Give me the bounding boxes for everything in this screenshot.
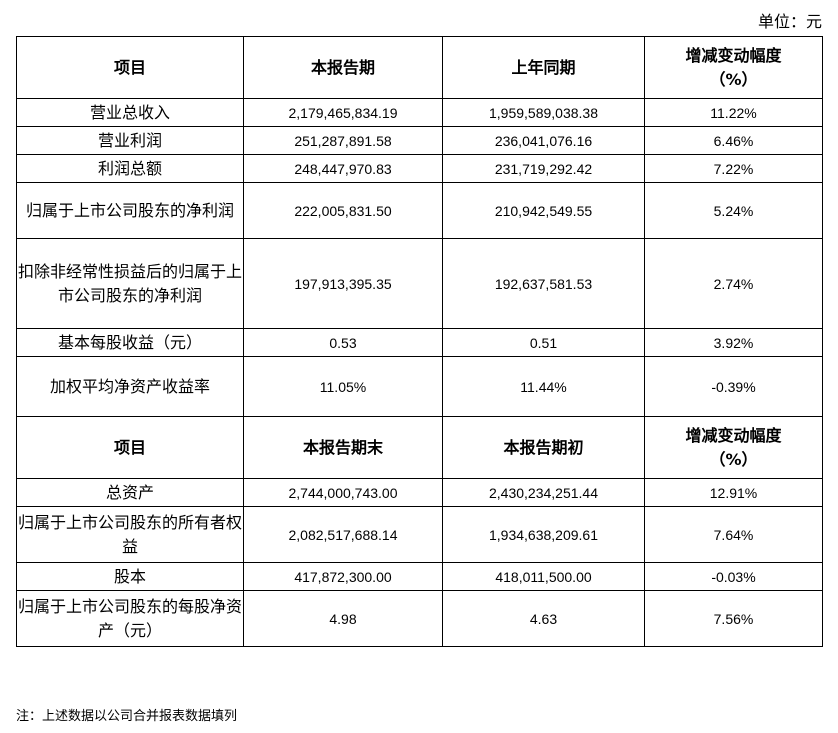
row-label: 利润总额: [16, 154, 244, 183]
change-value: 7.56%: [644, 590, 823, 647]
row-label: 营业利润: [16, 126, 244, 155]
row-label: 股本: [16, 562, 244, 591]
current-value: 197,913,395.35: [243, 238, 443, 329]
previous-value: 210,942,549.55: [442, 182, 645, 239]
previous-value: 418,011,500.00: [442, 562, 645, 591]
table-row: 归属于上市公司股东的所有者权益 2,082,517,688.14 1,934,6…: [16, 506, 823, 563]
table-row: 基本每股收益（元） 0.53 0.51 3.92%: [16, 328, 823, 357]
table-row: 加权平均净资产收益率 11.05% 11.44% -0.39%: [16, 356, 823, 417]
row-label: 基本每股收益（元）: [16, 328, 244, 357]
header-change-unit: （%）: [709, 69, 758, 89]
change-value: 12.91%: [644, 478, 823, 507]
change-value: 5.24%: [644, 182, 823, 239]
current-value: 222,005,831.50: [243, 182, 443, 239]
current-value: 11.05%: [243, 356, 443, 417]
footnote: 注：上述数据以公司合并报表数据填列: [16, 709, 238, 724]
change-value: 7.64%: [644, 506, 823, 563]
header-item: 项目: [16, 416, 244, 479]
change-value: -0.03%: [644, 562, 823, 591]
table-row: 扣除非经常性损益后的归属于上市公司股东的净利润 197,913,395.35 1…: [16, 238, 823, 329]
row-label: 总资产: [16, 478, 244, 507]
current-value: 2,179,465,834.19: [243, 98, 443, 127]
header-period-end: 本报告期末: [243, 416, 443, 479]
change-value: 6.46%: [644, 126, 823, 155]
current-value: 0.53: [243, 328, 443, 357]
table-header-row: 项目 本报告期 上年同期 增减变动幅度 （%）: [16, 36, 823, 99]
table-row: 归属于上市公司股东的净利润 222,005,831.50 210,942,549…: [16, 182, 823, 239]
financial-table: 项目 本报告期 上年同期 增减变动幅度 （%） 营业总收入 2,179,465,…: [16, 36, 823, 647]
header-item: 项目: [16, 36, 244, 99]
table-row: 归属于上市公司股东的每股净资产（元） 4.98 4.63 7.56%: [16, 590, 823, 647]
unit-label: 单位：元: [757, 12, 822, 31]
header-change-unit: （%）: [709, 449, 758, 469]
change-value: 2.74%: [644, 238, 823, 329]
table-row: 营业利润 251,287,891.58 236,041,076.16 6.46%: [16, 126, 823, 155]
row-label: 归属于上市公司股东的每股净资产（元）: [16, 590, 244, 647]
previous-value: 236,041,076.16: [442, 126, 645, 155]
current-value: 2,744,000,743.00: [243, 478, 443, 507]
current-value: 4.98: [243, 590, 443, 647]
current-value: 248,447,970.83: [243, 154, 443, 183]
change-value: -0.39%: [644, 356, 823, 417]
previous-value: 4.63: [442, 590, 645, 647]
current-value: 2,082,517,688.14: [243, 506, 443, 563]
table-row: 营业总收入 2,179,465,834.19 1,959,589,038.38 …: [16, 98, 823, 127]
row-label: 扣除非经常性损益后的归属于上市公司股东的净利润: [16, 238, 244, 329]
previous-value: 192,637,581.53: [442, 238, 645, 329]
header-period-start: 本报告期初: [442, 416, 645, 479]
row-label: 营业总收入: [16, 98, 244, 127]
header-previous-period: 上年同期: [442, 36, 645, 99]
header-change: 增减变动幅度 （%）: [644, 416, 823, 479]
header-change: 增减变动幅度 （%）: [644, 36, 823, 99]
change-value: 7.22%: [644, 154, 823, 183]
previous-value: 1,959,589,038.38: [442, 98, 645, 127]
previous-value: 2,430,234,251.44: [442, 478, 645, 507]
current-value: 251,287,891.58: [243, 126, 443, 155]
row-label: 归属于上市公司股东的净利润: [16, 182, 244, 239]
change-value: 11.22%: [644, 98, 823, 127]
header-change-title: 增减变动幅度: [685, 425, 782, 445]
row-label: 归属于上市公司股东的所有者权益: [16, 506, 244, 563]
previous-value: 11.44%: [442, 356, 645, 417]
current-value: 417,872,300.00: [243, 562, 443, 591]
previous-value: 231,719,292.42: [442, 154, 645, 183]
previous-value: 1,934,638,209.61: [442, 506, 645, 563]
header-current-period: 本报告期: [243, 36, 443, 99]
previous-value: 0.51: [442, 328, 645, 357]
table-header-row: 项目 本报告期末 本报告期初 增减变动幅度 （%）: [16, 416, 823, 479]
change-value: 3.92%: [644, 328, 823, 357]
table-row: 股本 417,872,300.00 418,011,500.00 -0.03%: [16, 562, 823, 591]
table-row: 总资产 2,744,000,743.00 2,430,234,251.44 12…: [16, 478, 823, 507]
header-change-title: 增减变动幅度: [685, 45, 782, 65]
row-label: 加权平均净资产收益率: [16, 356, 244, 417]
table-row: 利润总额 248,447,970.83 231,719,292.42 7.22%: [16, 154, 823, 183]
